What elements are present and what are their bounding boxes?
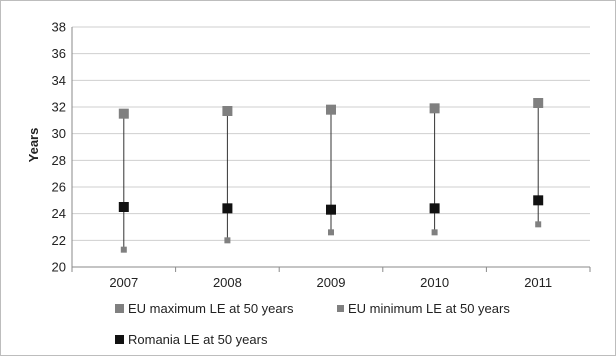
legend-label-eu-max: EU maximum LE at 50 years (128, 301, 294, 316)
legend-swatch-romania (115, 335, 124, 344)
legend-swatch-eu-max (115, 304, 124, 313)
marker-eu-minimum-le-at-50-years (224, 237, 231, 244)
marker-eu-maximum-le-at-50-years (429, 103, 440, 114)
y-tick-label: 22 (52, 233, 66, 248)
marker-romania-le-at-50-years (533, 195, 544, 206)
y-tick-labels: 20 22 24 26 28 30 32 34 36 38 (52, 20, 66, 275)
y-tick-label: 34 (52, 73, 66, 88)
marker-eu-minimum-le-at-50-years (535, 221, 542, 228)
grid-layer (71, 26, 591, 272)
legend-label-romania: Romania LE at 50 years (128, 332, 268, 347)
y-tick-label: 32 (52, 100, 66, 115)
marker-romania-le-at-50-years (429, 203, 440, 214)
y-axis-title: Years (26, 128, 41, 163)
x-tick-label: 2011 (524, 275, 552, 290)
y-tick-label: 36 (52, 46, 66, 61)
x-tick-label: 2010 (420, 275, 449, 290)
y-tick-label: 30 (52, 126, 66, 141)
data-markers (118, 98, 544, 253)
marker-eu-maximum-le-at-50-years (118, 108, 129, 119)
y-tick-label: 26 (52, 180, 66, 195)
marker-eu-maximum-le-at-50-years (222, 106, 233, 116)
marker-romania-le-at-50-years (118, 202, 129, 212)
marker-eu-minimum-le-at-50-years (328, 229, 334, 236)
marker-eu-maximum-le-at-50-years (533, 98, 544, 108)
marker-eu-maximum-le-at-50-years (326, 104, 336, 115)
marker-eu-minimum-le-at-50-years (431, 229, 438, 236)
y-tick-label: 20 (52, 260, 66, 275)
x-tick-label: 2009 (317, 275, 346, 290)
legend-swatch-eu-min (337, 305, 344, 312)
marker-romania-le-at-50-years (222, 203, 233, 214)
x-tick-label: 2008 (213, 275, 242, 290)
y-tick-label: 24 (52, 206, 66, 221)
x-tick-labels: 2007 2008 2009 2010 2011 (109, 275, 552, 290)
y-tick-label: 28 (52, 153, 66, 168)
x-tick-label: 2007 (109, 275, 138, 290)
legend-label-eu-min: EU minimum LE at 50 years (348, 301, 510, 316)
legend: EU maximum LE at 50 years EU minimum LE … (115, 301, 510, 347)
marker-romania-le-at-50-years (326, 204, 336, 215)
y-tick-label: 38 (52, 20, 66, 35)
range-lines (123, 103, 539, 250)
marker-eu-minimum-le-at-50-years (120, 246, 127, 253)
